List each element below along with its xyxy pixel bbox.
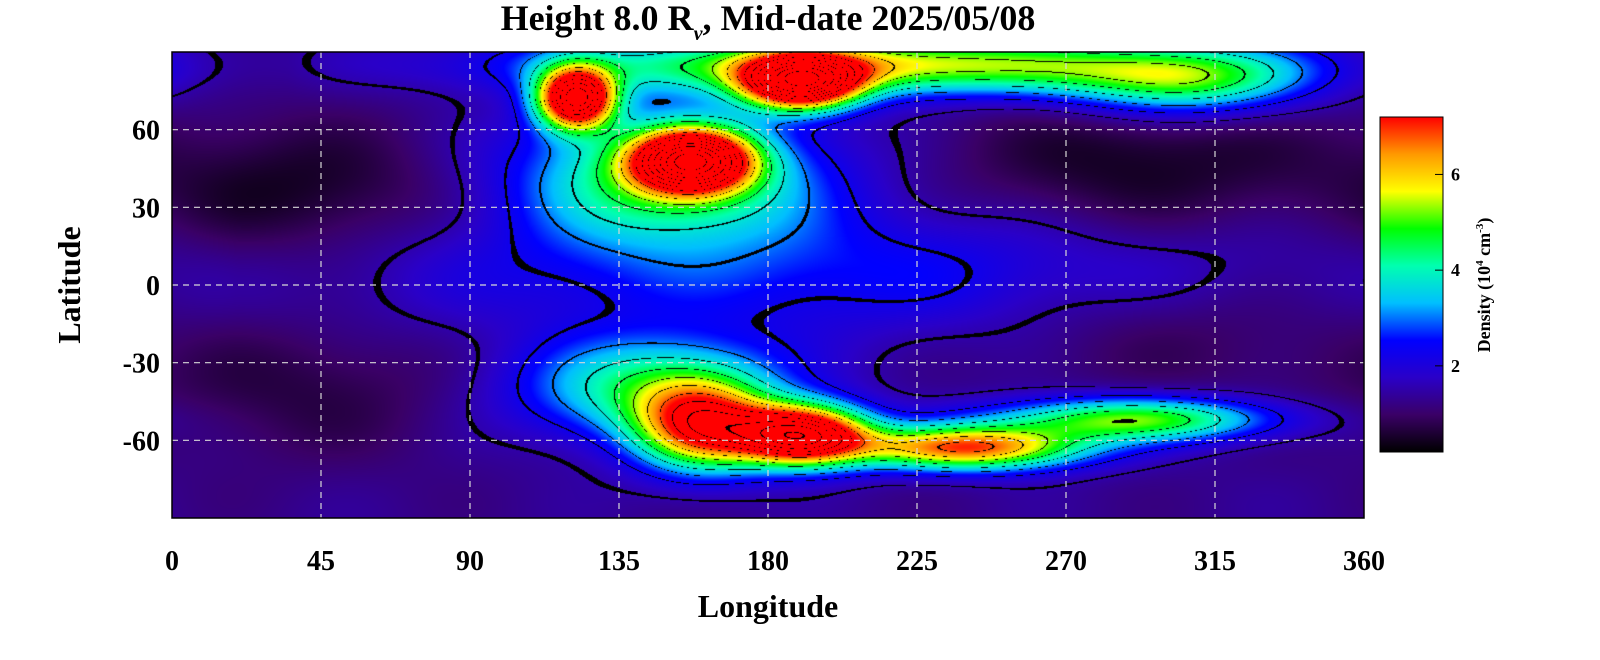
x-tick-label: 360 — [1343, 546, 1385, 577]
x-tick-label: 135 — [598, 546, 640, 577]
colorbar-gradient — [1379, 116, 1444, 453]
y-tick-label: -30 — [123, 349, 160, 380]
colorbar-title: Density (104 cm-3) — [1474, 218, 1495, 353]
x-tick-label: 225 — [896, 546, 938, 577]
colorbar-tick-label: 4 — [1451, 260, 1460, 280]
chart-title: Height 8.0 Rν, Mid-date 2025/05/08 — [501, 0, 1036, 45]
y-tick-label: 30 — [132, 193, 160, 224]
x-tick-label: 315 — [1194, 546, 1236, 577]
title-prefix: Height 8.0 R — [501, 0, 695, 38]
y-axis-title: Latitude — [51, 226, 87, 343]
colorbar-tick-label: 2 — [1451, 356, 1460, 376]
y-axis-ticks: 60 30 0 -30 -60 — [123, 116, 160, 458]
y-tick-label: 0 — [146, 271, 160, 302]
x-axis-title: Longitude — [698, 588, 838, 624]
x-tick-label: 180 — [747, 546, 789, 577]
plot-frame — [171, 51, 1365, 519]
colorbar-ticks: 2 4 6 — [1435, 164, 1460, 376]
x-tick-label: 0 — [165, 546, 179, 577]
y-tick-label: 60 — [132, 116, 160, 147]
colorbar-tick-label: 6 — [1451, 164, 1460, 184]
plot-area — [171, 51, 1365, 519]
grid-lines — [172, 52, 1364, 518]
x-tick-label: 90 — [456, 546, 484, 577]
x-tick-label: 270 — [1045, 546, 1087, 577]
y-tick-label: -60 — [123, 426, 160, 457]
title-suffix: , Mid-date 2025/05/08 — [702, 0, 1035, 38]
colorbar: 2 4 6 Density (104 cm-3) — [1379, 116, 1495, 453]
x-tick-label: 45 — [307, 546, 335, 577]
title-subscript: ν — [694, 23, 704, 45]
x-axis-ticks: 0 45 90 135 180 225 270 315 360 — [165, 546, 1385, 577]
